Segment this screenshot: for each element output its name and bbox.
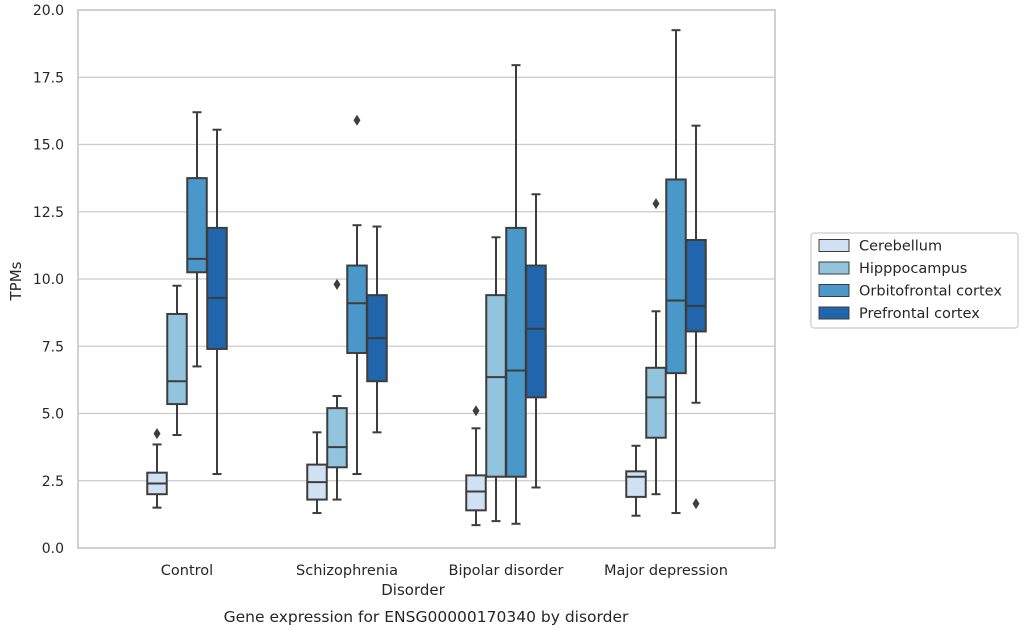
y-tick-label: 0.0 <box>42 541 64 557</box>
box-body <box>525 264 547 399</box>
x-axis-label: Disorder <box>381 581 445 599</box>
box-prefrontal-cortex <box>206 128 228 476</box>
box-body <box>665 178 687 375</box>
legend-label: Hipppocampus <box>859 261 967 277</box>
legend-label: Cerebellum <box>859 239 942 255</box>
box-hipppocampus <box>645 198 667 496</box>
box-cerebellum <box>146 428 168 509</box>
axes: 0.0 2.5 5.0 7.5 10.0 12.5 15.0 17.5 20.0 Control S… <box>33 3 776 579</box>
y-tick-label: 20.0 <box>33 3 64 19</box>
legend-frame <box>810 232 1019 329</box>
y-axis-label: TPMs <box>7 261 25 301</box>
legend: Cerebellum Hipppocampus Orbitofrontal cort… <box>810 232 1019 329</box>
box-prefrontal-cortex <box>366 225 388 434</box>
outlier-point <box>472 405 480 417</box>
y-tick-label: 10.0 <box>33 272 64 288</box>
box-body <box>346 264 368 354</box>
box-body <box>645 366 667 439</box>
x-tick-label: Major depression <box>604 563 728 579</box>
outlier-point <box>333 278 341 290</box>
x-tick-label: Control <box>161 563 213 579</box>
outlier-point <box>353 114 361 126</box>
box-hipppocampus <box>166 284 188 437</box>
box-hipppocampus <box>326 278 348 501</box>
box-prefrontal-cortex <box>525 193 547 489</box>
chart-caption: Gene expression for ENSG00000170340 by d… <box>224 608 629 626</box>
y-tick-label: 15.0 <box>33 138 64 154</box>
box-body <box>206 226 228 350</box>
box-prefrontal-cortex <box>685 124 707 510</box>
legend-swatch <box>818 239 850 252</box>
plot-frame <box>77 9 776 549</box>
legend-label: Orbitofrontal cortex <box>859 284 1002 300</box>
outlier-point <box>652 198 660 210</box>
y-tick-label: 5.0 <box>42 407 64 423</box>
box-orbitofrontal-cortex <box>665 29 687 515</box>
legend-label: Prefrontal cortex <box>859 306 980 322</box>
outlier-point <box>153 428 161 440</box>
box-orbitofrontal-cortex <box>346 114 368 476</box>
x-tick-label: Bipolar disorder <box>449 563 564 579</box>
box-body <box>186 177 208 274</box>
box-body <box>166 312 188 406</box>
legend-swatch <box>818 261 850 275</box>
box-body <box>485 294 507 478</box>
y-tick-label: 2.5 <box>42 474 64 490</box>
y-tick-label: 12.5 <box>33 205 64 221</box>
legend-swatch <box>818 306 850 320</box>
box-body <box>326 407 348 469</box>
box-cerebellum <box>306 431 328 515</box>
box-body <box>685 238 707 333</box>
outlier-point <box>692 498 700 510</box>
box-cerebellum <box>465 405 487 527</box>
box-body <box>465 474 487 512</box>
box-cerebellum <box>625 444 647 517</box>
plot-area <box>146 29 707 527</box>
box-orbitofrontal-cortex <box>186 111 208 368</box>
x-tick-label: Schizophrenia <box>296 563 398 579</box>
y-tick-label: 7.5 <box>42 339 64 355</box>
y-tick-label: 17.5 <box>33 70 64 86</box>
box-body <box>625 470 647 498</box>
box-body <box>505 226 527 478</box>
legend-swatch <box>818 284 850 297</box>
